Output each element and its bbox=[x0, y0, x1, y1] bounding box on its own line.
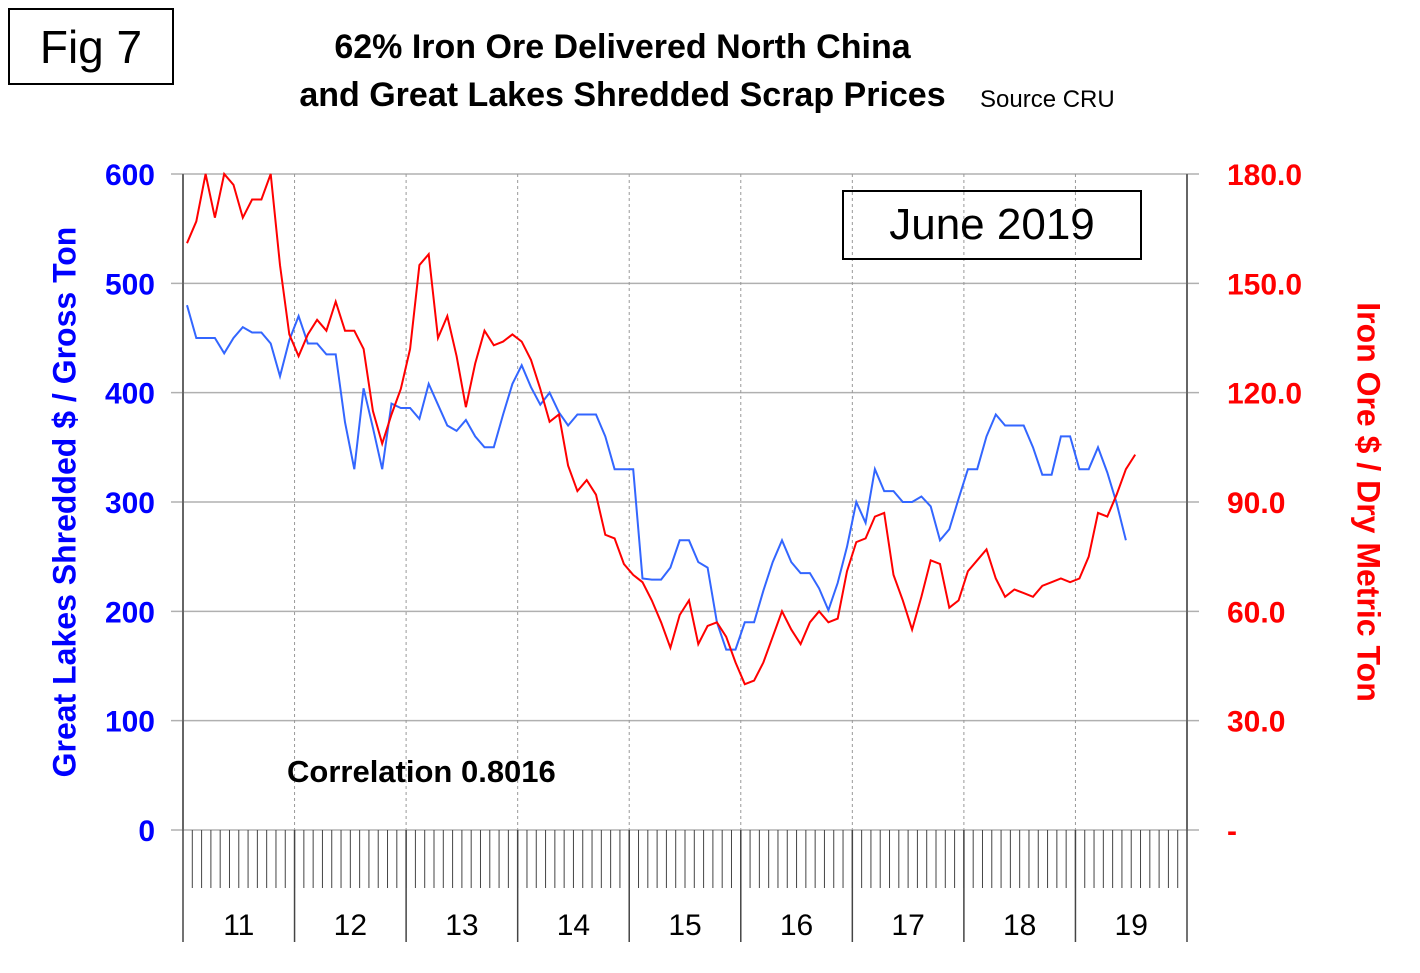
chart-title-line2: and Great Lakes Shredded Scrap Prices bbox=[299, 76, 946, 114]
figure-label: Fig 7 bbox=[8, 8, 174, 85]
correlation-annotation: Correlation 0.8016 bbox=[287, 754, 556, 789]
scrap-price-line bbox=[186, 304, 1127, 651]
right-axis-label: Iron Ore $ / Dry Metric Ton bbox=[1350, 302, 1387, 702]
x-tick-label: 16 bbox=[780, 909, 813, 942]
right-tick-label: 30.0 bbox=[1227, 706, 1285, 739]
x-tick-label: 18 bbox=[1003, 909, 1036, 942]
right-tick-label: 180.0 bbox=[1227, 159, 1302, 192]
date-annotation: June 2019 bbox=[842, 190, 1142, 260]
iron-ore-price-line bbox=[186, 171, 1137, 686]
left-tick-label: 400 bbox=[105, 378, 155, 411]
left-tick-label: 300 bbox=[105, 487, 155, 520]
right-tick-label: 90.0 bbox=[1227, 487, 1285, 520]
right-tick-label: 60.0 bbox=[1227, 596, 1285, 629]
chart-title-line1: 62% Iron Ore Delivered North China bbox=[334, 28, 911, 66]
x-tick-label: 15 bbox=[668, 909, 701, 942]
left-tick-label: 100 bbox=[105, 706, 155, 739]
left-tick-label: 600 bbox=[105, 159, 155, 192]
x-tick-label: 17 bbox=[891, 909, 924, 942]
x-tick-label: 14 bbox=[557, 909, 590, 942]
source-label: Source CRU bbox=[980, 86, 1115, 113]
left-axis-label: Great Lakes Shredded $ / Gross Ton bbox=[46, 226, 83, 778]
right-tick-label: 150.0 bbox=[1227, 268, 1302, 301]
x-tick-label: 13 bbox=[445, 909, 478, 942]
right-tick-label: 120.0 bbox=[1227, 378, 1302, 411]
left-tick-label: 0 bbox=[138, 815, 155, 848]
left-tick-label: 200 bbox=[105, 596, 155, 629]
left-tick-label: 500 bbox=[105, 268, 155, 301]
x-tick-label: 19 bbox=[1115, 909, 1148, 942]
x-tick-label: 11 bbox=[223, 909, 254, 942]
x-tick-label: 12 bbox=[334, 909, 367, 942]
right-tick-label: - bbox=[1227, 815, 1237, 848]
